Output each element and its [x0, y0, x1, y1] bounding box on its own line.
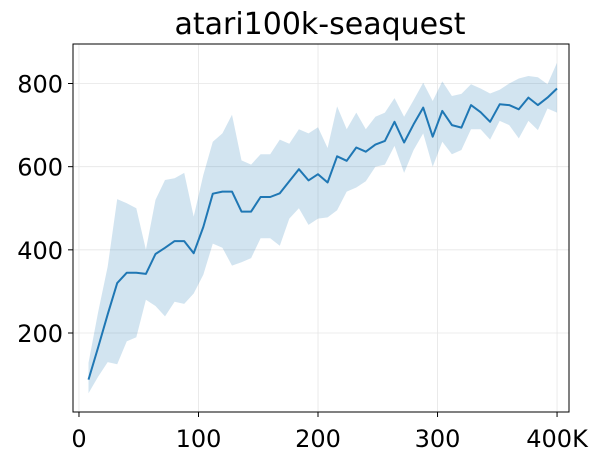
grid — [73, 44, 569, 412]
confidence-band-layer — [88, 62, 557, 394]
plot-frame — [72, 43, 570, 413]
chart-title: atari100k-seaquest — [174, 7, 465, 42]
x-tick-label: 300 — [415, 425, 461, 453]
series-line-layer — [87, 87, 558, 380]
x-tick-label: 400K — [526, 425, 589, 453]
x-axis-ticks: 0 100 200 300 400K — [71, 412, 589, 453]
y-tick-label: 600 — [17, 154, 63, 182]
y-tick-label: 400 — [17, 237, 63, 265]
x-tick-label: 100 — [176, 425, 222, 453]
x-tick-label: 200 — [295, 425, 341, 453]
y-tick-label: 200 — [17, 320, 63, 348]
series-line — [87, 87, 558, 380]
confidence-band — [88, 62, 557, 394]
y-tick-label: 800 — [17, 71, 63, 99]
x-tick-label: 0 — [71, 425, 86, 453]
y-axis-ticks: 200 400 600 800 — [17, 71, 73, 348]
